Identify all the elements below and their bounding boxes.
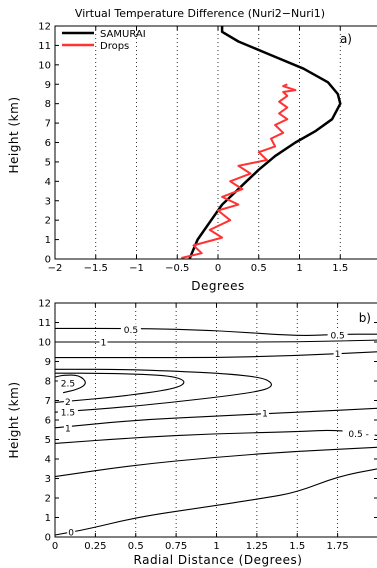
x-tick-label: 0.5 bbox=[128, 541, 144, 552]
y-tick-label: 7 bbox=[45, 119, 51, 130]
series-a bbox=[181, 26, 342, 260]
contour-label: 0.5 bbox=[124, 326, 138, 336]
y-tick-label: 11 bbox=[38, 318, 51, 329]
contour-label: 0.5 - bbox=[348, 430, 368, 440]
y-tick-label: 8 bbox=[45, 99, 51, 110]
contour-label-bg bbox=[63, 421, 72, 433]
y-tick-label: 12 bbox=[38, 299, 51, 310]
x-tick-label: −1 bbox=[129, 263, 144, 274]
contour-line bbox=[54, 446, 377, 478]
contour-label-bg bbox=[57, 376, 78, 388]
grid-a bbox=[95, 26, 341, 259]
y-tick-label: 6 bbox=[45, 416, 51, 427]
plot-frame-b bbox=[54, 302, 377, 538]
contour-line bbox=[54, 339, 377, 343]
y-tick-label: 9 bbox=[45, 80, 51, 91]
y-tick-label: 5 bbox=[45, 157, 51, 168]
contour-label-bg bbox=[120, 323, 141, 335]
panel-label-a: a) bbox=[340, 32, 352, 46]
contour-label-bg bbox=[99, 336, 108, 347]
x-tick-label: 0 bbox=[52, 541, 58, 552]
legend-label-samurai: SAMURAI bbox=[100, 29, 146, 40]
contours bbox=[54, 327, 377, 536]
y-tick-label: 3 bbox=[45, 474, 51, 485]
x-tick-label: 0.25 bbox=[84, 541, 106, 552]
x-axis-label-a: Degrees bbox=[191, 279, 244, 293]
contour-label: 0.5 bbox=[330, 332, 344, 342]
x-tick-label: 0.75 bbox=[165, 541, 187, 552]
contour-label: 2 bbox=[65, 398, 71, 408]
y-tick-label: 8 bbox=[45, 377, 51, 388]
contour-label-bg bbox=[333, 347, 342, 359]
series-line-samurai bbox=[188, 26, 342, 260]
x-tick-label: −2 bbox=[48, 263, 63, 274]
x-tick-label: 1 bbox=[213, 541, 219, 552]
x-tick-label: −0.5 bbox=[165, 263, 189, 274]
contour-label: 1 bbox=[335, 350, 341, 360]
contour-label-bg bbox=[342, 427, 375, 439]
y-tick-label: 1 bbox=[45, 513, 51, 524]
contour-line bbox=[54, 372, 185, 403]
grid-b bbox=[94, 303, 339, 537]
y-tick-label: 5 bbox=[45, 435, 51, 446]
y-tick-label: 3 bbox=[45, 196, 51, 207]
x-tick-label: 1.5 bbox=[332, 263, 348, 274]
contour-label-bg bbox=[327, 329, 348, 341]
y-axis-label-b: Height (km) bbox=[7, 382, 21, 459]
x-tick-label: 1 bbox=[296, 263, 302, 274]
contour-label: 1 bbox=[101, 339, 107, 349]
contour-label-bg bbox=[67, 526, 76, 538]
y-tick-label: 2 bbox=[45, 216, 51, 227]
x-tick-label: −1.5 bbox=[84, 263, 108, 274]
y-tick-label: 9 bbox=[45, 357, 51, 368]
contour-label-bg bbox=[63, 395, 72, 407]
contour-label-bg bbox=[57, 406, 78, 418]
contour-label: 1.5 bbox=[61, 409, 75, 419]
series-line-drops bbox=[181, 83, 297, 259]
contour-label-bg bbox=[260, 407, 269, 419]
y-tick-label: 7 bbox=[45, 396, 51, 407]
legend-label-drops: Drops bbox=[100, 41, 129, 52]
panel-label-b: b) bbox=[359, 311, 371, 325]
contour-line bbox=[55, 351, 377, 359]
y-tick-label: 11 bbox=[38, 41, 51, 52]
contour-line bbox=[54, 368, 272, 413]
contour-labels: 0.5 0.5 1 1 2.5 21.5 1 1 0.5 - 0 bbox=[57, 323, 375, 539]
chart-title: Virtual Temperature Difference (Nuri2−Nu… bbox=[75, 7, 325, 20]
contour-label: 0 bbox=[68, 529, 74, 539]
contour-line bbox=[54, 429, 377, 444]
x-tick-label: 1.5 bbox=[289, 541, 305, 552]
y-tick-label: 10 bbox=[38, 338, 51, 349]
panel-b: b) Height (km) Radial Distance (Degrees)… bbox=[7, 299, 377, 567]
y-tick-label: 0 bbox=[45, 533, 51, 544]
plot-frame-a bbox=[54, 25, 377, 260]
y-tick-label: 12 bbox=[38, 22, 51, 33]
y-axis-label-a: Height (km) bbox=[7, 97, 21, 174]
contour-label: 1 bbox=[262, 410, 268, 420]
y-tick-label: 2 bbox=[45, 494, 51, 505]
x-tick-label: 1.75 bbox=[326, 541, 348, 552]
y-tick-label: 1 bbox=[45, 235, 51, 246]
y-tick-label: 0 bbox=[45, 255, 51, 266]
legend: SAMURAI Drops bbox=[62, 29, 146, 52]
contour-label: 1 bbox=[65, 424, 71, 434]
panel-a: Virtual Temperature Difference (Nuri2−Nu… bbox=[7, 7, 377, 293]
ticks-a: −2−1.5−1−0.500.511.520123456789101112 bbox=[38, 22, 348, 275]
contour-line bbox=[54, 407, 377, 429]
x-axis-label-b: Radial Distance (Degrees) bbox=[134, 553, 303, 567]
y-tick-label: 4 bbox=[45, 177, 51, 188]
contour-label: 2.5 bbox=[61, 379, 75, 389]
x-tick-label: 1.25 bbox=[246, 541, 268, 552]
contour-line bbox=[54, 374, 86, 394]
y-tick-label: 10 bbox=[38, 60, 51, 71]
y-tick-label: 6 bbox=[45, 138, 51, 149]
x-tick-label: 0 bbox=[215, 263, 221, 274]
x-tick-label: 0.5 bbox=[251, 263, 267, 274]
contour-line bbox=[54, 327, 377, 336]
y-tick-label: 4 bbox=[45, 455, 51, 466]
contour-line bbox=[54, 468, 377, 536]
